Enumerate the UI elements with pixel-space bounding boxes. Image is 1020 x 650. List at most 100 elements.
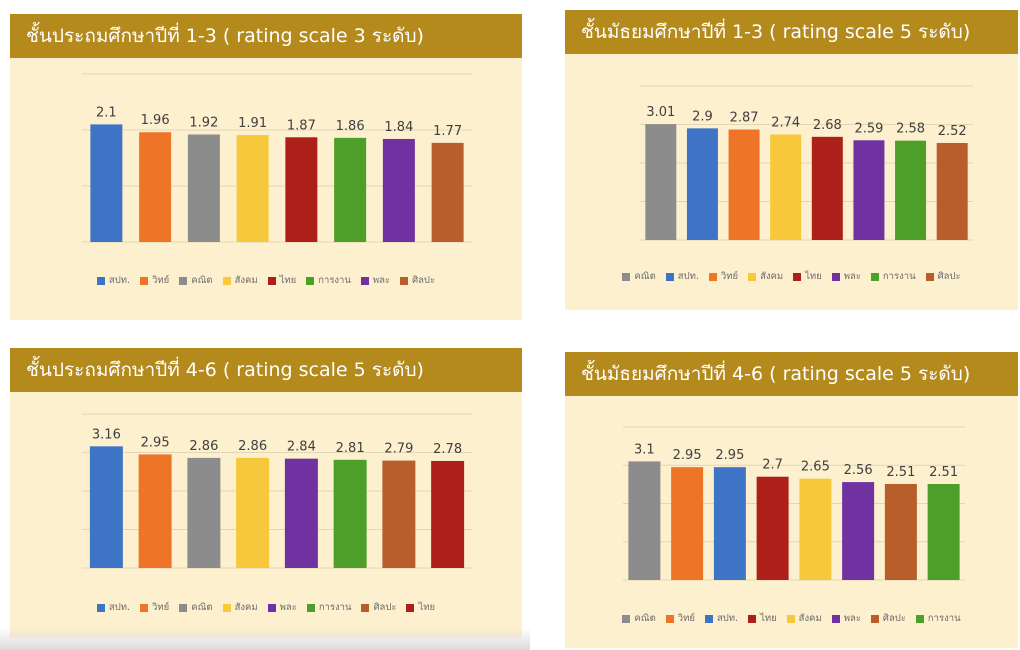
legend-label: พละ [843, 613, 861, 624]
legend-swatch [665, 272, 674, 281]
legend-label: วิทย์ [152, 275, 170, 286]
bar-ไทย [431, 460, 465, 568]
data-label: 1.91 [238, 116, 267, 131]
chart-panel-secondary-4-6: ชั้นมัธยมศึกษาปีที่ 4-6 ( rating scale 5… [565, 352, 1018, 648]
data-label: 1.84 [384, 120, 413, 135]
legend-label: สปท. [716, 613, 739, 624]
legend-item: การงาน [870, 269, 916, 284]
legend-label: การงาน [318, 275, 351, 286]
legend-swatch [704, 614, 713, 623]
legend-label: การงาน [882, 271, 916, 282]
legend-label: ไทย [279, 275, 297, 286]
bar-ศิลปะ [431, 142, 464, 242]
data-label: 2.95 [141, 435, 170, 450]
data-label: 2.7 [762, 458, 783, 473]
data-label: 2.86 [189, 439, 218, 454]
bar-สังคม [770, 134, 802, 240]
legend-item: พละ [360, 273, 391, 288]
data-label: 2.86 [238, 439, 267, 454]
legend-swatch [870, 272, 879, 281]
legend-item: พละ [267, 600, 297, 615]
chart-panel-primary-4-6: ชั้นประถมศึกษาปีที่ 4-6 ( rating scale 5… [10, 348, 522, 638]
data-label: 1.87 [287, 118, 316, 133]
data-label: 2.68 [813, 118, 842, 133]
legend-label: สปท. [108, 602, 131, 613]
legend-swatch [406, 603, 415, 612]
chart-title: ชั้นมัธยมศึกษาปีที่ 1-3 ( rating scale 5… [565, 10, 1018, 54]
legend-item: ไทย [748, 611, 777, 626]
chart-legend: สปท. วิทย์ คณิต สังคม ไทย การงาน พละ ศิลปะ [10, 273, 522, 288]
legend-label: ไทย [760, 613, 777, 624]
legend-item: วิทย์ [708, 269, 738, 284]
legend-item: พละ [831, 269, 861, 284]
bar-พละ [853, 140, 885, 240]
legend-swatch [96, 276, 105, 285]
bar-ศิลปะ [936, 142, 968, 240]
legend-item: การงาน [306, 600, 352, 615]
data-label: 2.9 [692, 109, 713, 124]
bar-ศิลปะ [382, 460, 416, 568]
data-label: 2.81 [336, 441, 365, 456]
bottom-shadow [0, 628, 530, 650]
legend-swatch [708, 272, 717, 281]
data-label: 2.79 [384, 442, 413, 457]
legend-swatch [622, 272, 631, 281]
data-label: 3.1 [634, 442, 655, 457]
chart-legend: คณิต วิทย์ สปท. ไทย สังคม พละ ศิลปะ การงาน [565, 611, 1018, 626]
data-label: 2.51 [886, 465, 915, 480]
bar-การงาน [927, 483, 960, 580]
legend-swatch [140, 276, 149, 285]
legend-label: สปท. [677, 271, 699, 282]
legend-item: คณิต [179, 600, 213, 615]
legend-item: สปท. [665, 269, 699, 284]
legend-label: ศิลปะ [937, 271, 961, 282]
legend-item: ไทย [406, 600, 435, 615]
chart-panel-primary-1-3: ชั้นประถมศึกษาปีที่ 1-3 ( rating scale 3… [10, 14, 522, 320]
legend-swatch [925, 272, 934, 281]
legend-swatch [665, 614, 674, 623]
legend-item: การงาน [306, 273, 351, 288]
bar-คณิต [645, 124, 677, 240]
bar-สปท. [90, 124, 123, 242]
legend-swatch [831, 272, 840, 281]
legend-label: สังคม [234, 275, 258, 286]
data-label: 2.56 [844, 463, 873, 478]
legend-label: การงาน [318, 602, 352, 613]
data-label: 1.92 [189, 115, 218, 130]
legend-swatch [831, 614, 840, 623]
legend-swatch [361, 603, 370, 612]
legend-swatch [96, 603, 105, 612]
legend-label: สังคม [234, 602, 258, 613]
chart-panel-secondary-1-3: ชั้นมัธยมศึกษาปีที่ 1-3 ( rating scale 5… [565, 10, 1018, 310]
legend-item: สปท. [96, 600, 131, 615]
legend-label: ศิลปะ [882, 613, 906, 624]
bar-chart: 3.1 2.95 2.95 2.7 2.65 2.56 2.51 2.51 [623, 426, 965, 581]
legend-swatch [222, 603, 231, 612]
data-label: 2.59 [854, 121, 883, 136]
legend-item: สังคม [748, 269, 783, 284]
legend-label: พละ [843, 271, 861, 282]
data-label: 1.96 [141, 113, 170, 128]
bar-วิทย์ [728, 129, 760, 240]
chart-legend: คณิต สปท. วิทย์ สังคม ไทย พละ การงาน ศิลปะ [565, 269, 1018, 284]
legend-label: พละ [372, 275, 391, 286]
legend-swatch [179, 603, 188, 612]
data-label: 1.77 [433, 124, 462, 139]
legend-swatch [267, 276, 276, 285]
legend-label: การงาน [927, 613, 961, 624]
bar-วิทย์ [671, 467, 704, 580]
legend-swatch [179, 276, 188, 285]
bar-สังคม [236, 135, 269, 242]
bar-สังคม [799, 478, 832, 580]
data-label: 2.87 [730, 111, 759, 126]
data-label: 2.1 [96, 105, 117, 120]
bar-การงาน [334, 137, 367, 242]
legend-swatch [306, 276, 315, 285]
legend-label: ไทย [418, 602, 436, 613]
data-label: 2.74 [771, 116, 800, 131]
legend-item: สังคม [786, 611, 822, 626]
bar-คณิต [187, 134, 220, 242]
legend-item: สปท. [96, 273, 130, 288]
legend-label: พละ [279, 602, 297, 613]
legend-label: ศิลปะ [373, 602, 397, 613]
